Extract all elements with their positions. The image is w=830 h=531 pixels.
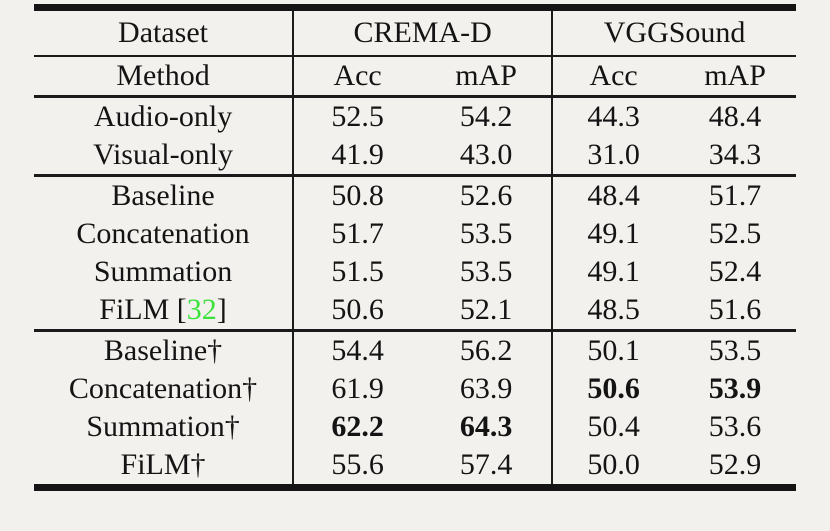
value-cell: 53.6 — [708, 410, 762, 443]
value-cell: 44.3 — [551, 96, 675, 136]
method-cell: Baseline† — [103, 334, 223, 367]
value-cell: 52.5 — [292, 96, 422, 136]
header-row-datasets: Dataset CREMA-D VGGSound — [34, 7, 796, 57]
results-table: Dataset CREMA-D VGGSound Method Acc mAP … — [34, 4, 796, 491]
method-cell: Baseline — [111, 179, 215, 212]
method-label: ] — [216, 293, 227, 326]
value-cell: 61.9 — [292, 370, 422, 408]
value-cell: 55.6 — [292, 446, 422, 488]
value-cell: 52.1 — [421, 291, 553, 332]
value-cell: 52.4 — [708, 255, 762, 288]
method-cell: Concatenation† — [68, 372, 258, 405]
value-cell: 53.5 — [459, 217, 513, 250]
value-cell: 51.7 — [708, 179, 762, 212]
value-cell: 43.0 — [421, 136, 553, 177]
method-cell: Concatenation — [76, 217, 250, 250]
group-header-vggsound: VGGSound — [551, 7, 796, 57]
header-row-metrics: Method Acc mAP Acc mAP — [34, 56, 796, 98]
table-row-audio-only: Audio-only 52.5 54.2 44.3 48.4 — [34, 96, 796, 136]
paper-table-figure: Dataset CREMA-D VGGSound Method Acc mAP … — [34, 4, 796, 491]
metric-header-map-vgg: mAP — [674, 56, 796, 98]
value-cell: 31.0 — [551, 136, 675, 177]
table-row-summation: Summation 51.5 53.5 49.1 52.4 — [34, 253, 796, 291]
table-row-summation-dagger: Summation† 62.2 64.3 50.4 53.6 — [34, 408, 796, 446]
value-cell: 50.6 — [551, 370, 675, 408]
value-cell: 63.9 — [459, 372, 513, 405]
table-row-baseline-dagger: Baseline† 54.4 56.2 50.1 53.5 — [34, 330, 796, 370]
value-cell: 48.4 — [708, 100, 762, 133]
value-cell: 50.8 — [292, 175, 422, 215]
method-cell: Visual-only — [34, 136, 294, 177]
citation-link[interactable]: 32 — [186, 293, 217, 326]
value-cell: 49.1 — [551, 253, 675, 291]
metric-header-acc-vgg: Acc — [551, 56, 675, 98]
table-row-concatenation-dagger: Concatenation† 61.9 63.9 50.6 53.9 — [34, 370, 796, 408]
value-cell: 50.4 — [551, 408, 675, 446]
method-cell: Summation — [93, 255, 233, 288]
value-cell: 54.4 — [292, 330, 422, 370]
value-cell: 41.9 — [292, 136, 422, 177]
table-row-film: FiLM [32] 50.6 52.1 48.5 51.6 — [34, 291, 796, 332]
value-cell: 57.4 — [459, 448, 513, 481]
table-header: Dataset CREMA-D VGGSound Method Acc mAP … — [34, 7, 796, 98]
value-cell: 64.3 — [459, 410, 513, 443]
method-cell: Audio-only — [93, 100, 233, 133]
value-cell: 48.4 — [551, 175, 675, 215]
value-cell: 53.9 — [708, 372, 762, 405]
value-cell: 50.1 — [551, 330, 675, 370]
metric-header-map-crema: mAP — [421, 56, 553, 98]
value-cell: 51.6 — [674, 291, 796, 332]
table-body: Audio-only 52.5 54.2 44.3 48.4 Visual-on… — [34, 96, 796, 488]
value-cell: 56.2 — [459, 334, 513, 367]
value-cell: 49.1 — [551, 215, 675, 253]
value-cell: 53.5 — [459, 255, 513, 288]
method-header-cell: Method — [34, 56, 294, 98]
method-cell: Summation† — [86, 410, 240, 443]
method-cell: FiLM [32] — [34, 291, 294, 332]
value-cell: 48.5 — [551, 291, 675, 332]
value-cell: 52.5 — [708, 217, 762, 250]
group-header-crema-d: CREMA-D — [292, 7, 553, 57]
metric-header-acc-crema: Acc — [292, 56, 422, 98]
dataset-header-cell: Dataset — [34, 7, 294, 57]
value-cell: 34.3 — [674, 136, 796, 177]
table-row-baseline: Baseline 50.8 52.6 48.4 51.7 — [34, 175, 796, 215]
method-cell: FiLM† — [120, 448, 206, 481]
value-cell: 51.5 — [292, 253, 422, 291]
table-row-visual-only: Visual-only 41.9 43.0 31.0 34.3 — [34, 136, 796, 177]
table-row-film-dagger: FiLM† 55.6 57.4 50.0 52.9 — [34, 446, 796, 488]
table-row-concatenation: Concatenation 51.7 53.5 49.1 52.5 — [34, 215, 796, 253]
value-cell: 52.9 — [708, 448, 762, 481]
value-cell: 62.2 — [292, 408, 422, 446]
value-cell: 53.5 — [708, 334, 762, 367]
method-label: FiLM [ — [99, 293, 187, 326]
value-cell: 54.2 — [459, 100, 513, 133]
value-cell: 52.6 — [459, 179, 513, 212]
value-cell: 50.6 — [292, 291, 422, 332]
value-cell: 50.0 — [551, 446, 675, 488]
value-cell: 51.7 — [292, 215, 422, 253]
